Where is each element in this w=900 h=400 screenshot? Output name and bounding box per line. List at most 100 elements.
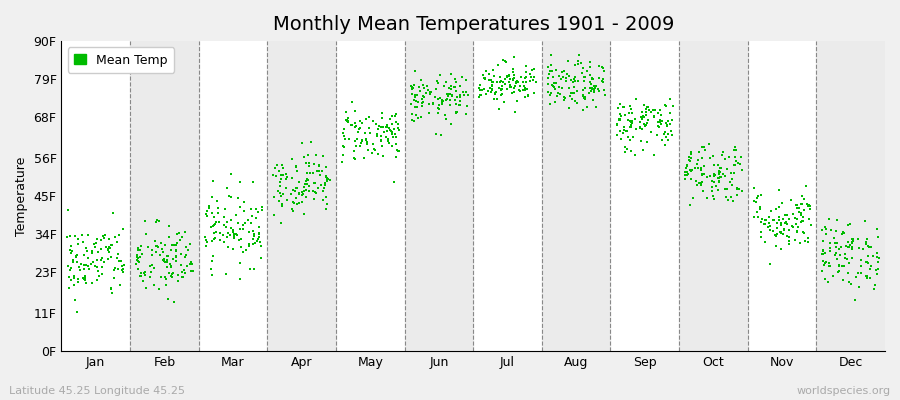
Point (655, 137, 670, 144)
Point (506, 66, 520, 72)
Point (543, 101, 557, 108)
Point (729, 158, 743, 164)
Point (442, 85, 456, 91)
Point (351, 126, 365, 132)
Point (708, 183, 723, 189)
Point (712, 179, 726, 186)
Point (148, 238, 162, 244)
Point (713, 174, 727, 180)
Point (405, 84, 419, 90)
Point (836, 229, 850, 235)
Point (712, 175, 726, 182)
Point (584, 88, 598, 94)
Point (405, 86, 419, 92)
Point (706, 170, 721, 177)
Point (134, 243, 148, 249)
Point (713, 164, 727, 171)
Point (518, 84, 533, 91)
Point (274, 176, 288, 183)
Point (75, 232, 89, 238)
Point (804, 222, 818, 228)
Point (564, 77, 579, 83)
Point (85, 248, 99, 254)
Point (87, 240, 102, 247)
Point (823, 245, 837, 252)
Point (77, 273, 92, 279)
Point (651, 119, 665, 125)
Point (183, 240, 197, 247)
Point (518, 69, 533, 76)
Point (160, 252, 175, 259)
Point (843, 220, 858, 227)
Point (68, 252, 83, 259)
Point (621, 117, 635, 124)
Point (544, 52, 559, 58)
Point (854, 257, 868, 263)
Point (830, 256, 844, 262)
Point (417, 94, 431, 100)
Point (548, 85, 562, 92)
Point (389, 119, 403, 125)
Point (507, 89, 521, 95)
Point (802, 202, 816, 208)
Point (830, 240, 844, 246)
Point (637, 121, 652, 128)
Point (824, 248, 838, 254)
Point (827, 235, 842, 241)
Point (872, 255, 886, 261)
Point (240, 216, 255, 223)
Point (505, 76, 519, 83)
Point (94, 271, 109, 277)
Point (846, 236, 860, 242)
Point (757, 220, 771, 227)
Point (526, 90, 541, 96)
Point (160, 259, 175, 265)
Point (473, 82, 488, 88)
Point (421, 87, 436, 94)
Point (444, 83, 458, 90)
Point (357, 130, 372, 137)
Point (694, 166, 708, 173)
Point (706, 172, 721, 178)
Point (88, 263, 103, 269)
Point (269, 161, 284, 168)
Point (384, 128, 399, 134)
Point (866, 253, 880, 259)
Point (130, 256, 145, 263)
Point (595, 78, 609, 84)
Point (232, 179, 247, 185)
Point (204, 271, 219, 278)
Point (616, 124, 631, 130)
Point (780, 212, 795, 218)
Point (299, 187, 313, 194)
Point (96, 259, 111, 266)
Point (577, 95, 591, 102)
Point (114, 258, 129, 265)
Point (796, 218, 810, 224)
Point (770, 225, 784, 231)
Point (294, 192, 309, 199)
Point (495, 82, 509, 89)
Point (217, 214, 231, 220)
Point (441, 93, 455, 99)
Point (457, 92, 472, 99)
Point (681, 171, 696, 177)
Point (871, 259, 886, 266)
Point (246, 179, 260, 185)
Point (829, 244, 843, 250)
Point (575, 87, 590, 94)
Point (68, 232, 82, 239)
Point (620, 128, 634, 134)
Point (596, 79, 610, 85)
Point (721, 197, 735, 203)
Point (869, 267, 884, 273)
Point (360, 141, 374, 147)
Point (503, 84, 517, 90)
Point (440, 92, 454, 98)
Point (78, 280, 93, 286)
Point (871, 234, 886, 240)
Point (64, 264, 78, 271)
Point (336, 159, 350, 165)
Point (436, 82, 451, 89)
Point (651, 119, 665, 125)
